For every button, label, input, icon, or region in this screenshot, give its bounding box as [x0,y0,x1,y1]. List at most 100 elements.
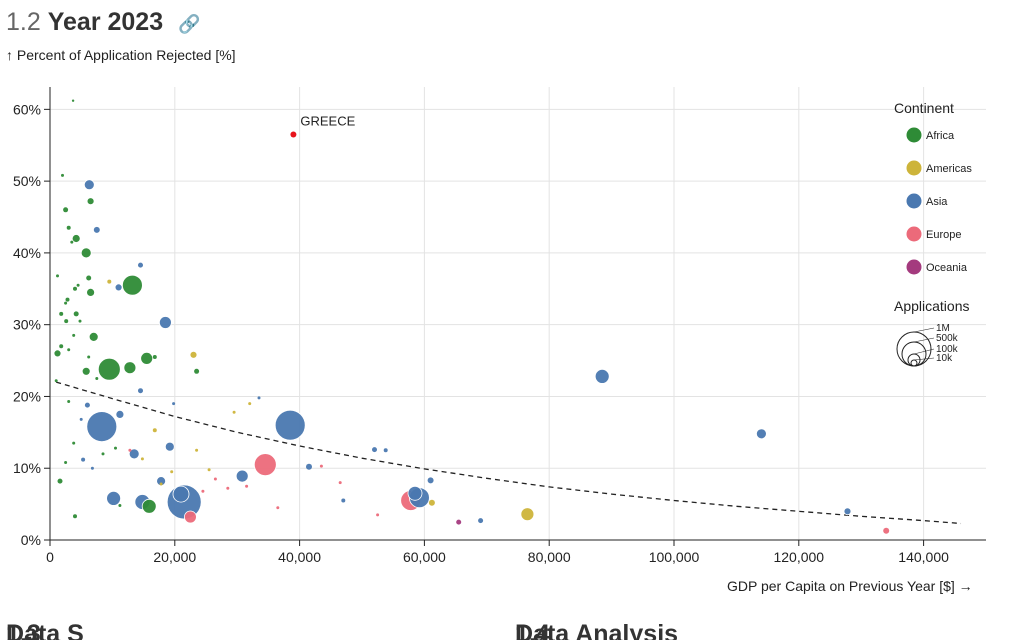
data-point[interactable] [67,348,71,352]
link-icon[interactable]: 🔗 [178,14,201,34]
data-point[interactable] [428,499,435,506]
data-point[interactable] [93,226,100,233]
data-point[interactable] [140,351,154,365]
data-point[interactable] [152,355,157,359]
data-point[interactable] [83,179,95,191]
data-point[interactable] [248,402,252,406]
data-point[interactable] [195,448,199,452]
data-point[interactable] [138,262,143,268]
data-point[interactable] [164,441,175,452]
data-point[interactable] [226,486,230,490]
data-point[interactable] [407,485,423,501]
data-point[interactable] [90,466,94,470]
data-point[interactable] [427,477,434,484]
data-point[interactable] [274,409,306,441]
data-point[interactable] [80,247,92,259]
data-point[interactable] [158,316,172,329]
data-point[interactable] [101,452,105,456]
data-point[interactable] [128,448,140,460]
data-point[interactable] [756,428,767,440]
data-point[interactable] [843,507,852,516]
data-point[interactable] [338,481,342,485]
data-point[interactable] [520,507,535,522]
data-point[interactable] [372,447,377,453]
data-point[interactable] [257,396,261,400]
data-point[interactable] [64,461,68,464]
data-point[interactable] [86,197,95,206]
data-point[interactable] [183,510,197,524]
data-point[interactable] [207,468,211,472]
data-point[interactable] [73,514,77,519]
data-point[interactable] [86,411,118,443]
data-point[interactable] [114,283,123,292]
data-point[interactable] [64,319,69,324]
data-point[interactable] [189,350,198,359]
data-point[interactable] [290,131,297,138]
data-point[interactable] [213,477,217,481]
data-point[interactable] [63,207,69,213]
data-point[interactable] [118,504,122,507]
data-point[interactable] [235,469,249,483]
data-point[interactable] [201,489,205,493]
data-point[interactable] [71,234,81,243]
data-point[interactable] [97,357,121,381]
data-point[interactable] [86,275,92,281]
data-point[interactable] [84,402,90,408]
data-point[interactable] [95,377,99,380]
data-point[interactable] [478,518,484,524]
data-point[interactable] [128,448,132,452]
data-point[interactable] [456,519,462,525]
data-point[interactable] [341,498,346,503]
data-point[interactable] [70,240,74,244]
data-point[interactable] [194,368,200,374]
data-point[interactable] [883,527,890,534]
data-point[interactable] [56,274,59,278]
data-point[interactable] [121,274,143,296]
data-point[interactable] [65,297,70,302]
data-point[interactable] [86,287,95,297]
data-point[interactable] [106,490,121,506]
data-point[interactable] [376,513,380,517]
data-point[interactable] [71,99,75,102]
data-point[interactable] [306,463,312,470]
data-point[interactable] [88,331,99,342]
data-point[interactable] [81,366,91,376]
data-point[interactable] [79,417,83,421]
data-point[interactable] [170,470,174,474]
data-point[interactable] [594,368,610,384]
data-point[interactable] [66,225,71,230]
data-point[interactable] [73,286,77,291]
data-point[interactable] [57,478,63,484]
data-point[interactable] [64,301,68,305]
data-point[interactable] [115,409,125,419]
data-point[interactable] [140,457,144,461]
data-point[interactable] [72,441,76,445]
data-point[interactable] [76,283,80,287]
data-point[interactable] [172,402,176,406]
data-point[interactable] [78,319,82,323]
data-point[interactable] [107,279,112,284]
data-point[interactable] [276,506,280,510]
data-point[interactable] [81,457,86,462]
data-point[interactable] [383,448,388,453]
data-point[interactable] [54,379,58,383]
data-point[interactable] [114,446,117,450]
data-point[interactable] [61,173,64,177]
data-point[interactable] [172,485,190,503]
data-point[interactable] [232,410,236,414]
data-point[interactable] [67,400,71,403]
data-point[interactable] [59,311,64,316]
data-point[interactable] [159,482,163,486]
data-point[interactable] [53,349,62,358]
data-point[interactable] [156,476,167,487]
data-point[interactable] [138,388,143,394]
data-point[interactable] [245,484,249,488]
data-point[interactable] [141,498,157,514]
data-point[interactable] [123,361,137,375]
data-point[interactable] [319,464,323,468]
data-point[interactable] [87,355,91,359]
data-point[interactable] [152,428,157,433]
data-point[interactable] [253,453,277,477]
data-point[interactable] [59,344,64,349]
data-point[interactable] [73,311,79,317]
